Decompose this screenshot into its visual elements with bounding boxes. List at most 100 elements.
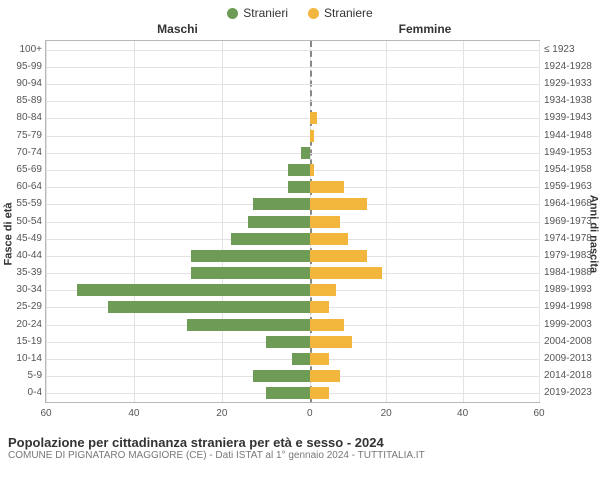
bar-female	[310, 233, 348, 245]
age-label: 35-39	[0, 265, 42, 281]
bar-male	[266, 336, 310, 348]
bar-female	[310, 387, 329, 399]
birth-year-label: 1959-1963	[544, 179, 600, 195]
birth-year-label: 1949-1953	[544, 145, 600, 161]
bar-male	[231, 233, 310, 245]
pyramid-row	[46, 196, 539, 212]
bar-male	[191, 267, 310, 279]
legend-item-male: Stranieri	[227, 6, 288, 20]
bar-male	[108, 301, 310, 313]
bar-female	[310, 112, 318, 124]
birth-year-label: 1924-1928	[544, 59, 600, 75]
header-male: Maschi	[0, 22, 310, 36]
x-tick-label: 20	[381, 408, 392, 419]
bar-female	[310, 216, 341, 228]
x-tick-label: 60	[533, 408, 544, 419]
age-label: 15-19	[0, 334, 42, 350]
bar-female	[310, 130, 314, 142]
birth-year-label: 1969-1973	[544, 214, 600, 230]
age-label: 10-14	[0, 351, 42, 367]
bar-male	[191, 250, 310, 262]
age-label: 30-34	[0, 282, 42, 298]
birth-year-label: 1944-1948	[544, 128, 600, 144]
birth-year-label: 1934-1938	[544, 93, 600, 109]
bar-female	[310, 198, 367, 210]
age-label: 45-49	[0, 231, 42, 247]
bar-male	[288, 164, 310, 176]
birth-year-label: 1999-2003	[544, 317, 600, 333]
pyramid-row	[46, 76, 539, 92]
x-tick-label: 40	[128, 408, 139, 419]
birth-year-label: 1939-1943	[544, 110, 600, 126]
x-tick-label: 0	[307, 408, 313, 419]
pyramid-row	[46, 93, 539, 109]
bar-male	[248, 216, 310, 228]
legend-label-male: Stranieri	[243, 6, 288, 20]
age-label: 95-99	[0, 59, 42, 75]
pyramid-row	[46, 248, 539, 264]
bar-male	[187, 319, 310, 331]
chart-title: Popolazione per cittadinanza straniera p…	[8, 435, 592, 450]
bar-female	[310, 301, 329, 313]
bar-male	[77, 284, 310, 296]
bar-female	[310, 164, 314, 176]
age-label: 40-44	[0, 248, 42, 264]
plot-area	[45, 40, 540, 403]
bar-female	[310, 181, 344, 193]
pyramid-chart: Fasce di età Anni di nascita 60402002040…	[0, 36, 600, 431]
pyramid-row	[46, 214, 539, 230]
birth-year-label: 2019-2023	[544, 385, 600, 401]
header-female: Femmine	[310, 22, 600, 36]
age-label: 20-24	[0, 317, 42, 333]
column-headers: Maschi Femmine	[0, 22, 600, 36]
age-label: 80-84	[0, 110, 42, 126]
age-label: 60-64	[0, 179, 42, 195]
pyramid-row	[46, 299, 539, 315]
pyramid-row	[46, 179, 539, 195]
birth-year-label: 1984-1988	[544, 265, 600, 281]
age-label: 65-69	[0, 162, 42, 178]
bar-male	[253, 198, 310, 210]
bar-female	[310, 284, 337, 296]
pyramid-row	[46, 42, 539, 58]
pyramid-row	[46, 334, 539, 350]
age-label: 100+	[0, 42, 42, 58]
pyramid-row	[46, 128, 539, 144]
bar-female	[310, 336, 352, 348]
legend: Stranieri Straniere	[0, 0, 600, 22]
age-label: 75-79	[0, 128, 42, 144]
x-tick-label: 20	[216, 408, 227, 419]
gridline-vertical	[539, 41, 540, 402]
birth-year-label: 1994-1998	[544, 299, 600, 315]
birth-year-label: 1954-1958	[544, 162, 600, 178]
birth-year-label: ≤ 1923	[544, 42, 600, 58]
age-label: 85-89	[0, 93, 42, 109]
footer: Popolazione per cittadinanza straniera p…	[0, 431, 600, 461]
bar-male	[253, 370, 310, 382]
legend-item-female: Straniere	[308, 6, 373, 20]
age-label: 90-94	[0, 76, 42, 92]
bar-male	[288, 181, 310, 193]
age-label: 0-4	[0, 385, 42, 401]
chart-subtitle: COMUNE DI PIGNATARO MAGGIORE (CE) - Dati…	[8, 450, 592, 461]
pyramid-row	[46, 282, 539, 298]
birth-year-label: 2009-2013	[544, 351, 600, 367]
legend-swatch-female	[308, 8, 319, 19]
pyramid-row	[46, 385, 539, 401]
pyramid-row	[46, 351, 539, 367]
pyramid-row	[46, 265, 539, 281]
age-label: 70-74	[0, 145, 42, 161]
age-label: 50-54	[0, 214, 42, 230]
birth-year-label: 1929-1933	[544, 76, 600, 92]
bar-female	[310, 319, 344, 331]
birth-year-label: 2004-2008	[544, 334, 600, 350]
bar-female	[310, 250, 367, 262]
age-label: 5-9	[0, 368, 42, 384]
x-tick-label: 60	[40, 408, 51, 419]
pyramid-row	[46, 231, 539, 247]
pyramid-row	[46, 368, 539, 384]
age-label: 25-29	[0, 299, 42, 315]
legend-swatch-male	[227, 8, 238, 19]
pyramid-row	[46, 110, 539, 126]
birth-year-label: 1974-1978	[544, 231, 600, 247]
